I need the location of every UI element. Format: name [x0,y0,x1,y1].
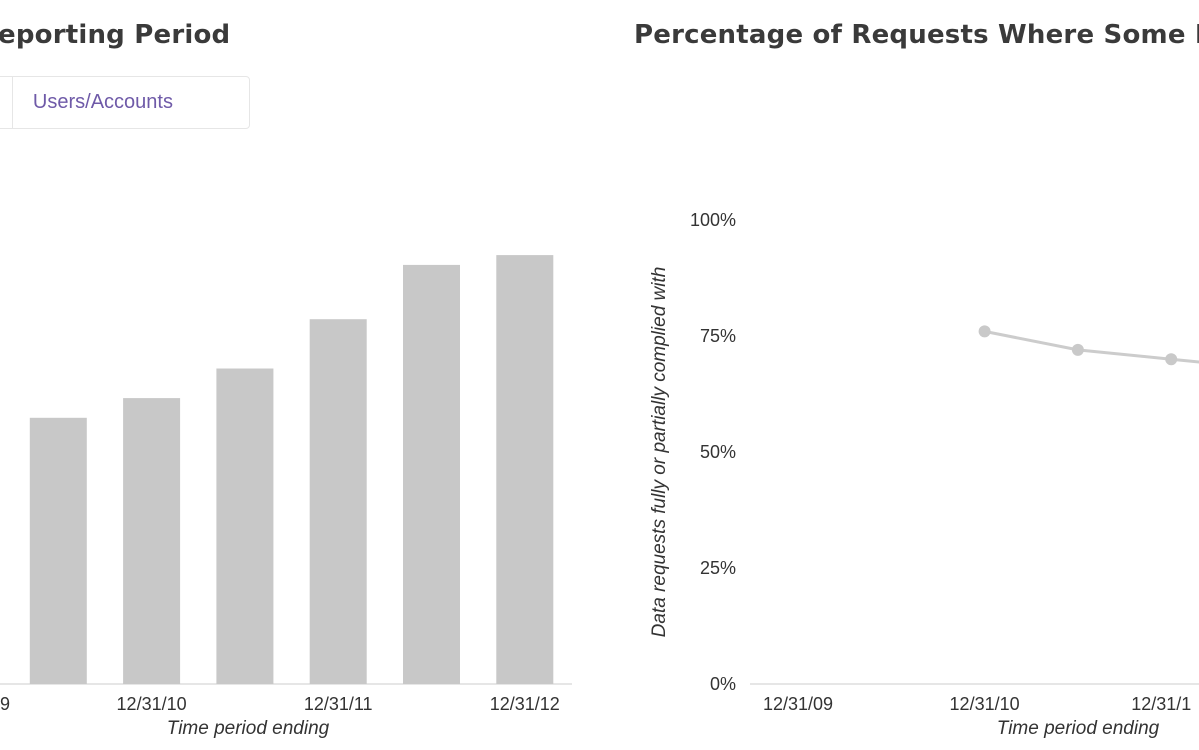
bar-6-30-12 [403,264,460,684]
right-x-tick-label: 12/31/09 [763,694,833,714]
series-line [984,329,1199,364]
left-chart-title: eporting Period [0,20,231,50]
right-y-tick-label: 0% [710,674,736,694]
bar-12-31-12 [496,255,554,684]
left-x-tick-label: 12/31/12 [490,694,560,714]
data-point-6-30-11 [1071,343,1084,356]
right-y-tick-label: 25% [700,558,736,578]
left-x-tick-label: 12/31/11 [304,694,373,714]
right-y-axis-title: Data requests fully or partially complie… [649,267,670,638]
bar-6-30-11 [216,368,274,684]
right-y-tick-label: 100% [690,210,736,230]
right-chart-title: Percentage of Requests Where Some Data [634,20,1199,50]
right-x-tick-label: 12/31/1 [1131,694,1191,714]
data-point-12-31-11 [1165,353,1178,366]
right-y-tick-label: 50% [700,442,736,462]
tab-users-accounts[interactable]: Users/Accounts [32,91,173,113]
bar-6-30-10 [29,417,87,684]
left-x-tick-label: 12/31/10 [117,694,187,714]
right-x-tick-label: 12/31/10 [950,694,1020,714]
right-x-axis-title: Time period ending [997,718,1160,739]
data-point-12-31-10 [978,325,991,338]
bar-12-31-10 [123,398,181,684]
left-x-axis-title: Time period ending [167,718,330,739]
metric-tab-group: sts Users/Accounts [0,76,250,129]
tab-requests[interactable]: sts [0,76,13,129]
left-x-tick-label: 9 [0,694,10,714]
right-y-tick-label: 75% [700,326,736,346]
bar-12-31-11 [309,319,367,684]
